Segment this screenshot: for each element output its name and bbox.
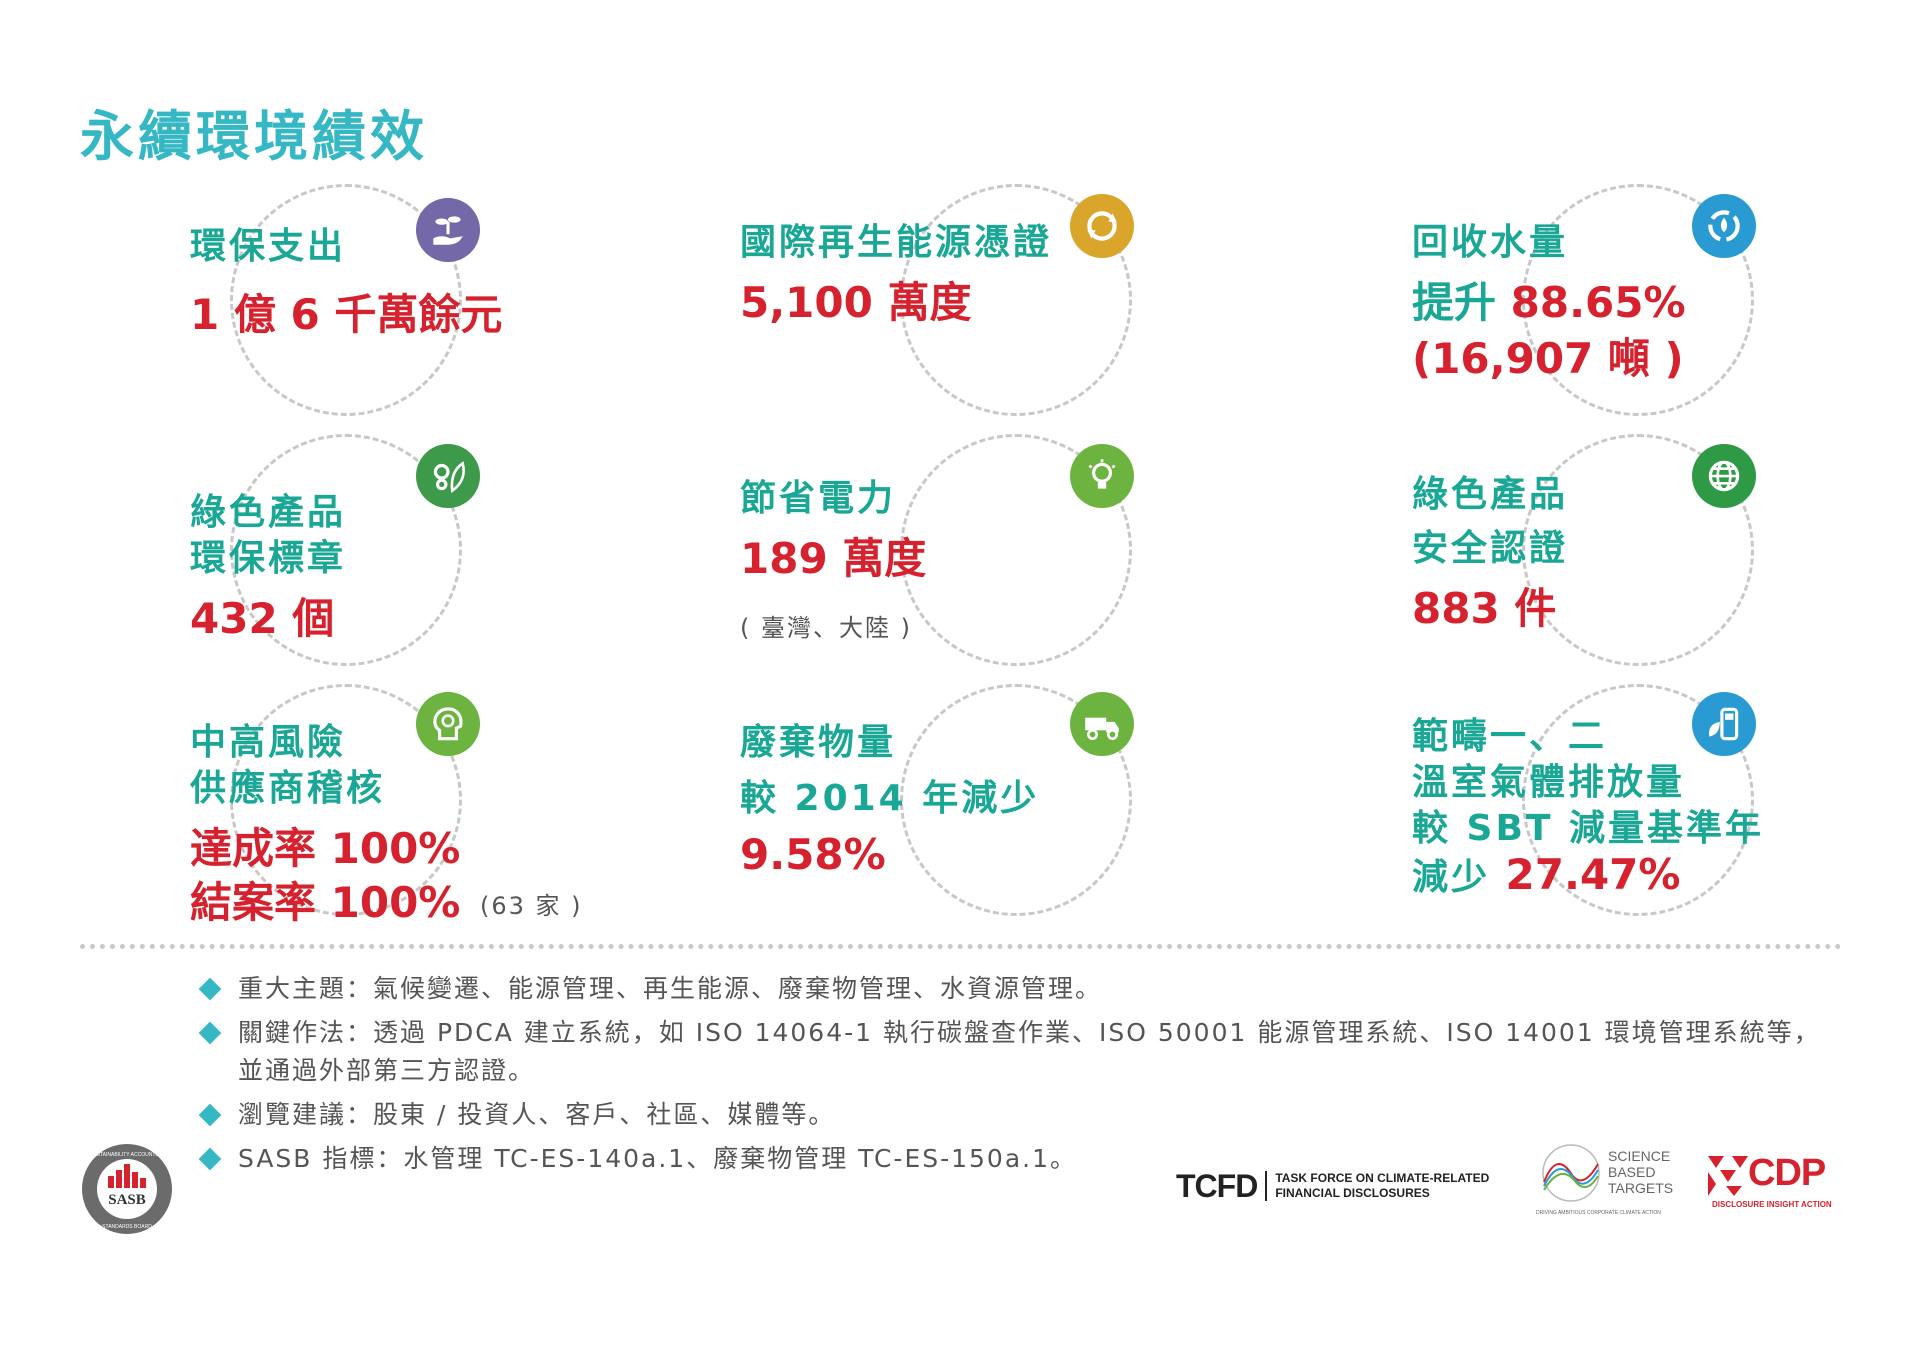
kpi-value-detail: (16,907 噸 )	[1412, 334, 1684, 383]
kpi-value-number: 88.65%	[1510, 278, 1686, 327]
kpi-value: 結案率 100%	[190, 878, 461, 927]
kpi-label: 廢棄物量	[740, 722, 897, 763]
kpi-card-water-recycling: 回收水量 提升 88.65% (16,907 噸 )	[1412, 180, 1920, 440]
diamond-bullet-icon	[198, 1147, 222, 1171]
kpi-value: 達成率 100%	[190, 824, 461, 873]
dashed-ring	[900, 434, 1132, 666]
kpi-card-environmental-spending: 環保支出 1 億 6 千萬餘元	[190, 180, 710, 440]
globe-icon	[1692, 444, 1756, 508]
kpi-label: 環保支出	[190, 226, 347, 267]
water-cycle-icon	[1692, 194, 1756, 258]
notes-list: 重大主題：氣候變遷、能源管理、再生能源、廢棄物管理、水資源管理。 關鍵作法：透過…	[198, 970, 1840, 1184]
kpi-label: 中高風險	[190, 722, 347, 763]
kpi-label: 節省電力	[740, 478, 897, 519]
cdp-tagline: DISCLOSURE INSIGHT ACTION	[1712, 1200, 1832, 1209]
kpi-label: 回收水量	[1412, 222, 1569, 263]
note-item: 瀏覽建議：股東 / 投資人、客戶、社區、媒體等。	[198, 1096, 1840, 1134]
hand-plant-icon	[416, 198, 480, 262]
kpi-label: 溫室氣體排放量	[1412, 762, 1686, 803]
dashed-ring	[230, 434, 462, 666]
dashed-ring	[1522, 684, 1754, 916]
note-item: 關鍵作法：透過 PDCA 建立系統，如 ISO 14064-1 執行碳盤查作業、…	[198, 1014, 1840, 1090]
tcfd-logo: TCFD TASK FORCE ON CLIMATE-RELATED FINAN…	[1176, 1166, 1489, 1206]
kpi-value: 減少 27.47%	[1412, 846, 1680, 907]
page-title: 永續環境績效	[80, 105, 428, 168]
kpi-label: 環保標章	[190, 538, 347, 579]
kpi-value-number: 27.47%	[1505, 850, 1681, 899]
note-text: 重大主題：氣候變遷、能源管理、再生能源、廢棄物管理、水資源管理。	[238, 974, 1103, 1003]
kpi-card-ghg-emissions: 範疇一、二 溫室氣體排放量 較 SBT 減量基準年 減少 27.47%	[1412, 680, 1920, 940]
kpi-card-supplier-audit: 中高風險 供應商稽核 達成率 100% 結案率 100% (63 家 )	[190, 680, 710, 940]
dashed-ring	[900, 184, 1132, 416]
lightbulb-icon	[1070, 444, 1134, 508]
sbt-line1: SCIENCE	[1608, 1148, 1671, 1164]
kpi-value-prefix: 提升	[1412, 278, 1511, 327]
kpi-label: 範疇一、二	[1412, 716, 1608, 757]
kpi-value: 9.58%	[740, 830, 886, 879]
diamond-bullet-icon	[198, 1103, 222, 1127]
kpi-label: 供應商稽核	[190, 768, 386, 809]
kpi-card-power-saving: 節省電力 189 萬度 ( 臺灣、大陸 )	[740, 430, 1260, 690]
head-gears-icon	[416, 692, 480, 756]
sasb-wordmark: SASB	[108, 1192, 146, 1208]
note-item: 重大主題：氣候變遷、能源管理、再生能源、廢棄物管理、水資源管理。	[198, 970, 1840, 1008]
sasb-logo: SASB SUSTAINABILITY ACCOUNTING STANDARDS…	[80, 1142, 174, 1236]
sbt-logo: SCIENCE BASED TARGETS DRIVING AMBITIOUS …	[1536, 1142, 1682, 1222]
cdp-logo: CDP DISCLOSURE INSIGHT ACTION	[1704, 1152, 1844, 1216]
dashed-ring	[230, 684, 462, 916]
note-text: 瀏覽建議：股東 / 投資人、客戶、社區、媒體等。	[238, 1100, 836, 1129]
recycle-globe-icon	[1070, 194, 1134, 258]
sbt-line2: BASED	[1608, 1164, 1656, 1180]
cdp-wordmark: CDP	[1748, 1152, 1826, 1194]
tcfd-separator	[1265, 1171, 1268, 1201]
kpi-value: 432 個	[190, 594, 335, 643]
sasb-ring-top: SUSTAINABILITY ACCOUNTING	[90, 1152, 165, 1158]
kpi-label: 安全認證	[1412, 528, 1569, 569]
sasb-ring-bottom: STANDARDS BOARD	[102, 1224, 152, 1230]
dashed-ring	[1522, 434, 1754, 666]
kpi-card-safety-certification: 綠色產品 安全認證 883 件	[1412, 430, 1920, 690]
kpi-value: 提升 88.65%	[1412, 274, 1686, 332]
kpi-label: 較 SBT 減量基準年	[1412, 808, 1764, 849]
note-text: SASB 指標：水管理 TC-ES-140a.1、廢棄物管理 TC-ES-150…	[238, 1144, 1078, 1173]
fuel-leaf-icon	[1692, 692, 1756, 756]
note-item: SASB 指標：水管理 TC-ES-140a.1、廢棄物管理 TC-ES-150…	[198, 1140, 1840, 1178]
note-text: 關鍵作法：透過 PDCA 建立系統，如 ISO 14064-1 執行碳盤查作業、…	[238, 1018, 1821, 1085]
kpi-label: 較 2014 年減少	[740, 778, 1040, 819]
kpi-card-waste-reduction: 廢棄物量 較 2014 年減少 9.58%	[740, 680, 1260, 940]
kpi-value: 189 萬度	[740, 534, 927, 583]
kpi-note: ( 臺灣、大陸 )	[740, 614, 912, 642]
truck-icon	[1070, 692, 1134, 756]
kpi-label: 綠色產品	[1412, 474, 1569, 515]
kpi-value: 1 億 6 千萬餘元	[190, 290, 503, 339]
kpi-value: 5,100 萬度	[740, 278, 972, 327]
section-divider	[80, 944, 1842, 949]
kpi-note: (63 家 )	[480, 892, 583, 920]
kpi-value-prefix: 減少	[1412, 857, 1506, 898]
tcfd-mark: TCFD	[1176, 1167, 1258, 1204]
gears-leaf-icon	[416, 444, 480, 508]
dashed-ring	[900, 684, 1132, 916]
kpi-label: 國際再生能源憑證	[740, 222, 1053, 263]
sbt-line3: TARGETS	[1608, 1180, 1674, 1196]
kpi-card-renewable-certificates: 國際再生能源憑證 5,100 萬度	[740, 180, 1260, 440]
tcfd-line1: TASK FORCE ON CLIMATE-RELATED	[1275, 1171, 1490, 1185]
kpi-card-eco-labels: 綠色產品 環保標章 432 個	[190, 430, 710, 690]
diamond-bullet-icon	[198, 977, 222, 1001]
dashed-ring	[230, 184, 462, 416]
sbt-tagline: DRIVING AMBITIOUS CORPORATE CLIMATE ACTI…	[1536, 1210, 1661, 1216]
kpi-label: 綠色產品	[190, 492, 347, 533]
diamond-bullet-icon	[198, 1021, 222, 1045]
kpi-value: 883 件	[1412, 584, 1557, 633]
tcfd-line2: FINANCIAL DISCLOSURES	[1275, 1186, 1430, 1200]
dashed-ring	[1522, 184, 1754, 416]
